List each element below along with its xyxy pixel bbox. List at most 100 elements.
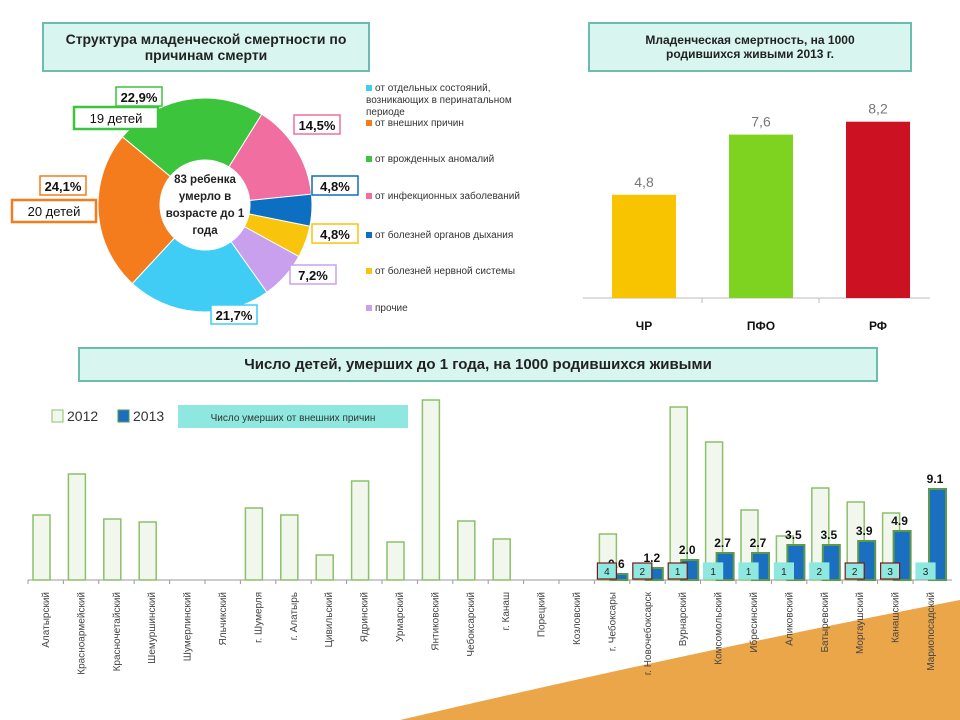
pie-label-box [39, 175, 87, 196]
pie-center-text: года [192, 225, 218, 237]
external-causes-count: 2 [817, 567, 823, 578]
category-label: Комсомольский [714, 592, 725, 665]
category-label: г. Шумерля [253, 592, 264, 643]
bar [612, 194, 676, 298]
bar-2013-label: 2.7 [714, 536, 731, 550]
bar-2013-label: 2.7 [750, 536, 767, 550]
legend-external: Число умерших от внешних причин [211, 413, 376, 424]
category-label: Козловский [572, 592, 583, 645]
pie-label-box [210, 304, 258, 325]
pie-label-box [293, 114, 341, 135]
bar-2012 [244, 507, 264, 581]
legend-swatch [366, 85, 372, 91]
bar-2013-label: 3.9 [856, 524, 873, 538]
category-label: Красноармейский [76, 592, 87, 675]
pie-legend-item: от болезней органов дыхания [366, 230, 546, 242]
legend-label: прочие [375, 303, 408, 314]
external-causes-box [809, 562, 830, 580]
pie-label-box [289, 264, 337, 285]
pie-legend-item: от врожденных аномалий [366, 154, 546, 166]
bar-2012 [704, 441, 724, 581]
external-causes-box [773, 562, 795, 580]
category-label: г. Алатырь [289, 592, 300, 640]
pie-value-label: 4,8% [320, 227, 350, 242]
pie-label-box [311, 175, 359, 196]
pie-note: 19 детей [90, 111, 143, 126]
category-label: Вурнарский [678, 592, 689, 646]
bar-2012 [492, 538, 511, 581]
legend-2012-swatch [51, 409, 64, 423]
legend-label: от отдельных состояний, возникающих в пе… [366, 83, 512, 118]
external-causes-count: 1 [710, 567, 716, 578]
category-label: Ядринский [360, 592, 371, 642]
bar-2013-label: 2.0 [679, 543, 696, 557]
category-label: Цивильский [324, 592, 335, 647]
pie-legend-item: от болезней нервной системы [366, 266, 546, 278]
external-causes-count: 4 [604, 567, 610, 578]
external-causes-box [667, 562, 688, 580]
legend-2012: 2012 [67, 408, 98, 424]
external-causes-box [702, 562, 724, 580]
legend-swatch [366, 120, 372, 126]
pie-value-label: 24,1% [45, 179, 82, 194]
pie-center-text: 83 ребенка [174, 174, 236, 186]
pie-value-label: 14,5% [299, 118, 336, 133]
bar-2012 [350, 480, 370, 581]
legend-2013: 2013 [133, 408, 164, 424]
bar-2013-label: 9.1 [927, 472, 944, 486]
pie-legend-item: от отдельных состояний, возникающих в пе… [366, 83, 546, 119]
pie-value-label: 21,7% [216, 308, 253, 323]
pie-center-text: умерло в [179, 191, 231, 203]
category-label: Яльчикский [218, 592, 229, 645]
external-causes-count: 1 [746, 567, 752, 578]
category-label: г. Чебоксары [606, 592, 618, 651]
legend-swatch [366, 232, 372, 238]
bar-2013-label: 4.9 [891, 514, 908, 528]
external-causes-box [738, 562, 759, 580]
category-label: Аликовский [784, 592, 795, 646]
pie-note-box [72, 105, 160, 131]
category-label: Алатырский [41, 592, 52, 648]
external-causes-count: 3 [923, 567, 929, 578]
bar-value-label: 7,6 [751, 114, 771, 130]
category-label: Красночетайский [112, 592, 123, 671]
pie-value-label: 4,8% [320, 179, 350, 194]
legend-label: от внешних причин [375, 118, 464, 129]
decor-swoosh [400, 600, 960, 720]
category-label: Моргаушский [855, 592, 866, 654]
bar-2013-label: 3.5 [820, 528, 837, 542]
category-label: ЧР [636, 319, 652, 333]
category-label: ПФО [747, 319, 775, 333]
bar-2012 [386, 541, 405, 581]
bar-2012 [315, 554, 334, 581]
bar [729, 134, 793, 298]
pie-value-label: 22,9% [121, 90, 158, 105]
bar-2012 [32, 514, 51, 581]
bar-title: Младенческая смертность, на 1000 родивши… [588, 22, 912, 72]
pie-note: 20 детей [28, 204, 81, 219]
pie-label-box [311, 223, 359, 244]
category-label: Канашский [891, 592, 902, 643]
category-label: Порецкий [537, 592, 548, 637]
bar [846, 121, 910, 298]
pie-legend-item: прочие [366, 303, 546, 315]
bar-2013-label: 1.2 [643, 551, 660, 565]
legend-swatch [366, 305, 372, 311]
bar-value-label: 4,8 [634, 174, 654, 190]
external-causes-count: 3 [887, 567, 893, 578]
external-causes-box [915, 562, 936, 580]
legend-swatch [366, 268, 372, 274]
bar-value-label: 8,2 [868, 101, 888, 117]
category-label: Мариопосадский [926, 592, 937, 671]
external-causes-count: 2 [852, 567, 858, 578]
external-causes-box [844, 562, 865, 580]
pie-hole [160, 160, 250, 250]
pie-title: Структура младенческой смертности по при… [42, 22, 370, 72]
category-label: Урмарский [395, 592, 406, 642]
category-label: Чебоксарский [465, 592, 477, 657]
legend-swatch [366, 156, 372, 162]
legend-label: от болезней нервной системы [375, 266, 516, 277]
external-causes-count: 1 [675, 567, 681, 578]
external-causes-box [879, 562, 901, 580]
